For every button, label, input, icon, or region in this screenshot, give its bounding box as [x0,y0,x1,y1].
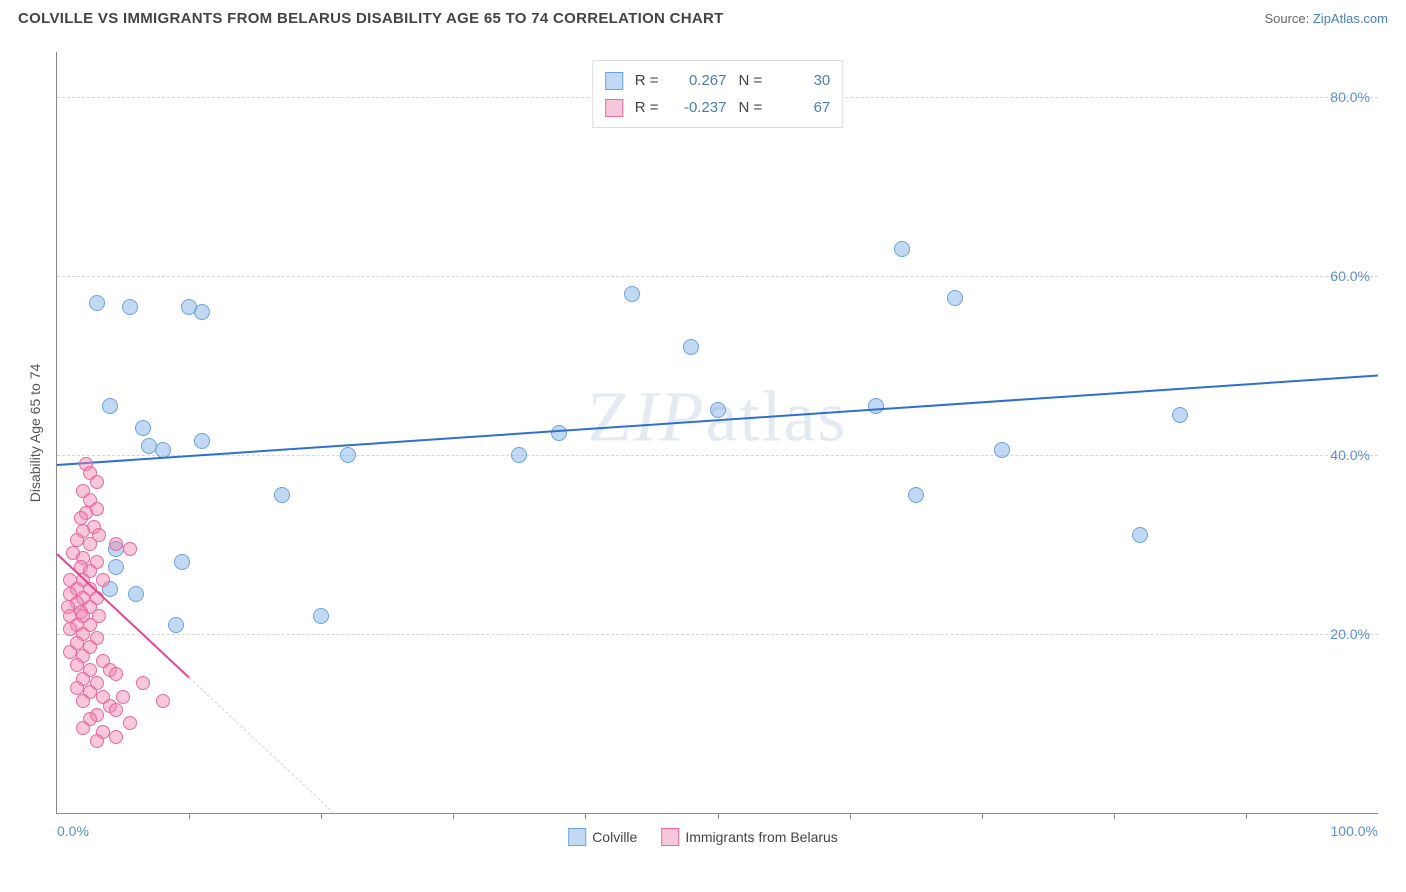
data-point [174,554,190,570]
data-point [108,559,124,575]
x-tick [321,813,322,819]
data-point [128,586,144,602]
legend-label: Colville [592,829,637,845]
data-point [313,608,329,624]
data-point [90,734,104,748]
n-label: N = [739,94,763,121]
data-point [511,447,527,463]
data-point [76,721,90,735]
legend-label: Immigrants from Belarus [685,829,837,845]
data-point [624,286,640,302]
data-point [109,730,123,744]
legend-swatch [568,828,586,846]
correlation-legend: R = 0.267 N = 30 R = -0.237 N = 67 [592,60,844,128]
data-point [109,667,123,681]
data-point [1132,527,1148,543]
x-tick [982,813,983,819]
legend-swatch [661,828,679,846]
chart-title: COLVILLE VS IMMIGRANTS FROM BELARUS DISA… [18,10,724,27]
data-point [102,398,118,414]
data-point [194,433,210,449]
x-tick [1246,813,1247,819]
data-point [194,304,210,320]
data-point [908,487,924,503]
data-point [947,290,963,306]
data-point [76,694,90,708]
data-point [868,398,884,414]
data-point [83,537,97,551]
data-point [683,339,699,355]
y-axis-title: Disability Age 65 to 74 [27,363,43,502]
data-point [63,622,77,636]
data-point [168,617,184,633]
data-point [96,573,110,587]
data-point [994,442,1010,458]
data-point [90,475,104,489]
y-tick-label: 20.0% [1330,626,1370,642]
data-point [710,402,726,418]
data-point [274,487,290,503]
data-point [89,295,105,311]
data-point [156,694,170,708]
data-point [123,542,137,556]
x-tick [453,813,454,819]
gridline [57,634,1378,635]
data-point [70,533,84,547]
r-value: -0.237 [671,94,727,121]
x-tick-label: 0.0% [57,823,89,839]
source-prefix: Source: [1264,11,1312,26]
trend-line [189,677,335,814]
legend-row: R = 0.267 N = 30 [605,67,831,94]
data-point [123,716,137,730]
data-point [340,447,356,463]
x-tick [585,813,586,819]
series-legend: Colville Immigrants from Belarus [568,828,838,846]
y-tick-label: 40.0% [1330,447,1370,463]
source-attribution: Source: ZipAtlas.com [1264,11,1388,26]
data-point [894,241,910,257]
data-point [74,511,88,525]
data-point [551,425,567,441]
y-tick-label: 60.0% [1330,268,1370,284]
data-point [136,676,150,690]
data-point [109,703,123,717]
legend-row: R = -0.237 N = 67 [605,94,831,121]
data-point [109,537,123,551]
y-tick-label: 80.0% [1330,89,1370,105]
r-label: R = [635,94,659,121]
gridline [57,455,1378,456]
chart-header: COLVILLE VS IMMIGRANTS FROM BELARUS DISA… [0,0,1406,33]
plot-area: ZIPatlas Disability Age 65 to 74 R =0.26… [56,52,1378,814]
data-point [116,690,130,704]
data-point [122,299,138,315]
legend-item: Immigrants from Belarus [661,828,837,846]
data-point [70,658,84,672]
legend-swatch [605,99,623,117]
x-tick [718,813,719,819]
n-label: N = [739,67,763,94]
x-tick [850,813,851,819]
source-link[interactable]: ZipAtlas.com [1313,11,1388,26]
r-value: 0.267 [671,67,727,94]
x-tick-label: 100.0% [1331,823,1378,839]
legend-item: Colville [568,828,637,846]
chart-container: ZIPatlas Disability Age 65 to 74 R =0.26… [18,42,1388,874]
data-point [135,420,151,436]
data-point [70,681,84,695]
data-point [63,645,77,659]
x-tick [189,813,190,819]
gridline [57,276,1378,277]
n-value: 67 [774,94,830,121]
legend-swatch [605,72,623,90]
x-tick [1114,813,1115,819]
n-value: 30 [774,67,830,94]
r-label: R = [635,67,659,94]
data-point [1172,407,1188,423]
